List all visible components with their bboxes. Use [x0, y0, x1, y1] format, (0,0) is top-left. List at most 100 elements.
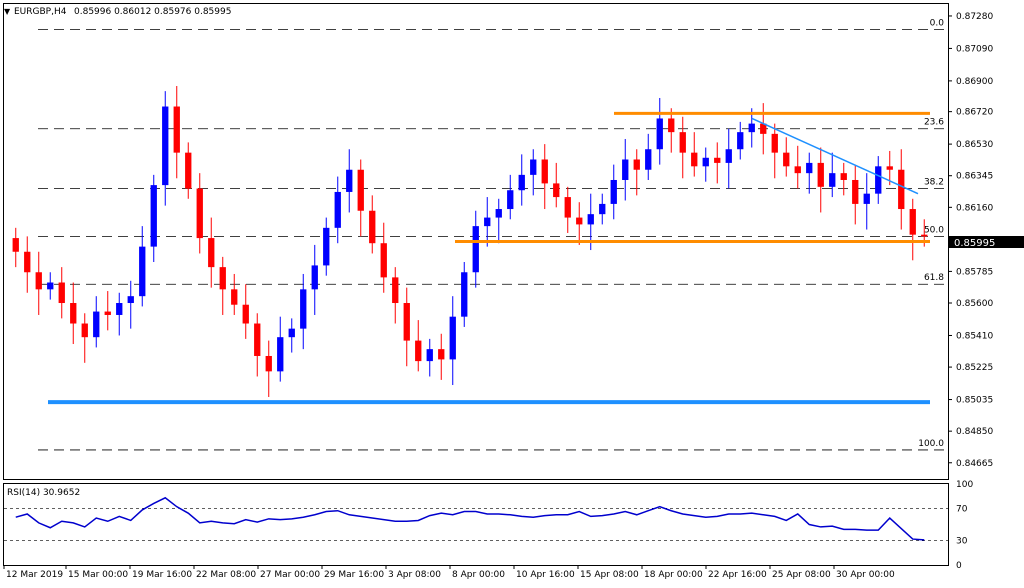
candle-body: [472, 226, 479, 273]
candle-body: [610, 179, 617, 204]
candle: [449, 296, 456, 386]
candle-body: [656, 118, 663, 150]
candle-body: [829, 173, 836, 187]
candle-body: [116, 303, 123, 315]
current-price-box: [949, 236, 1024, 248]
time-tick-label: 15 Apr 08:00: [580, 570, 639, 580]
candle-body: [553, 183, 560, 198]
fib-level-label: 50.0: [924, 225, 944, 235]
candle: [599, 193, 606, 225]
candle: [679, 116, 686, 179]
candle: [518, 154, 525, 206]
time-tick-label: 10 Apr 16:00: [516, 570, 575, 580]
candle: [472, 210, 479, 288]
time-tick-label: 3 Apr 08:00: [388, 570, 441, 580]
price-tick-label: 0.85785: [956, 267, 993, 277]
candle: [12, 227, 19, 268]
candle: [254, 313, 261, 377]
candle: [691, 132, 698, 177]
price-tick-label: 0.87280: [956, 12, 993, 22]
candle-body: [518, 174, 525, 191]
candle: [93, 296, 100, 348]
candle-body: [461, 272, 468, 317]
candle: [70, 282, 77, 345]
candle-body: [196, 188, 203, 239]
candle: [288, 318, 295, 353]
candle: [185, 142, 192, 199]
candle: [576, 202, 583, 245]
candle-body: [564, 197, 571, 218]
candle-body: [357, 169, 364, 211]
time-tick-label: 25 Apr 08:00: [772, 570, 831, 580]
rsi-tick-label: 100: [956, 480, 973, 490]
candle: [47, 272, 54, 300]
time-tick-label: 12 Mar 2019: [6, 570, 63, 580]
candle: [346, 149, 353, 213]
fibonacci-levels: 0.0 23.6 38.2 50.0 61.8 100.0: [38, 19, 948, 451]
candle-body: [668, 118, 675, 133]
candle-body: [265, 355, 272, 372]
candle: [461, 262, 468, 327]
candle-body: [185, 152, 192, 189]
candle: [139, 226, 146, 307]
candle: [323, 217, 330, 276]
time-axis: 12 Mar 2019 15 Mar 00:00 19 Mar 16:00 22 Ma…: [3, 565, 895, 580]
candle: [553, 162, 560, 208]
price-tick-label: 0.85410: [956, 331, 993, 341]
candle: [725, 128, 732, 189]
candle-body: [817, 162, 824, 187]
collapse-arrow-icon[interactable]: ▼: [4, 7, 11, 16]
price-tick-label: 0.85225: [956, 363, 993, 373]
price-panel-frame: [3, 3, 949, 480]
fib-level-label: 23.6: [924, 118, 944, 128]
candle: [392, 267, 399, 324]
candle-body: [277, 337, 284, 372]
candle-body: [104, 311, 111, 315]
time-tick-label: 19 Mar 16:00: [132, 570, 192, 580]
candle-body: [162, 106, 169, 186]
candle: [380, 222, 387, 293]
candle-body: [231, 289, 238, 305]
candle-body: [599, 203, 606, 215]
price-tick-label: 0.86720: [956, 108, 993, 118]
candle-body: [127, 296, 134, 304]
time-tick-label: 18 Apr 00:00: [644, 570, 703, 580]
candle: [909, 198, 916, 261]
candle-body: [748, 123, 755, 133]
candle: [806, 152, 813, 194]
candle-body: [794, 166, 801, 174]
candle-body: [334, 191, 341, 228]
candle-body: [909, 209, 916, 235]
candle-body: [438, 349, 445, 360]
rsi-indicator: 100 70 30 0: [4, 480, 973, 571]
candle-body: [507, 190, 514, 210]
candle-body: [576, 217, 583, 225]
candle: [484, 197, 491, 247]
candle: [438, 333, 445, 380]
candle-body: [81, 323, 88, 338]
candle-body: [541, 159, 548, 184]
time-tick-label: 27 Mar 00:00: [260, 570, 320, 580]
candle-body: [852, 179, 859, 204]
drawn-objects: [48, 111, 930, 405]
candle-body: [921, 234, 928, 237]
fib-level-label: 0.0: [930, 19, 945, 29]
candle-body: [300, 289, 307, 329]
candle: [898, 149, 905, 230]
candle: [196, 173, 203, 254]
candle: [24, 236, 31, 293]
candle: [219, 256, 226, 315]
candle: [300, 273, 307, 350]
candle: [840, 162, 847, 196]
candle-body: [415, 340, 422, 362]
candle: [702, 147, 709, 182]
price-tick-label: 0.87090: [956, 44, 993, 54]
candle: [173, 86, 180, 179]
candle: [104, 291, 111, 331]
candle-body: [380, 243, 387, 278]
candle: [369, 195, 376, 254]
candle: [863, 173, 870, 230]
price-tick-label: 0.85035: [956, 396, 993, 406]
candle-body: [622, 159, 629, 180]
candle-body: [403, 303, 410, 341]
